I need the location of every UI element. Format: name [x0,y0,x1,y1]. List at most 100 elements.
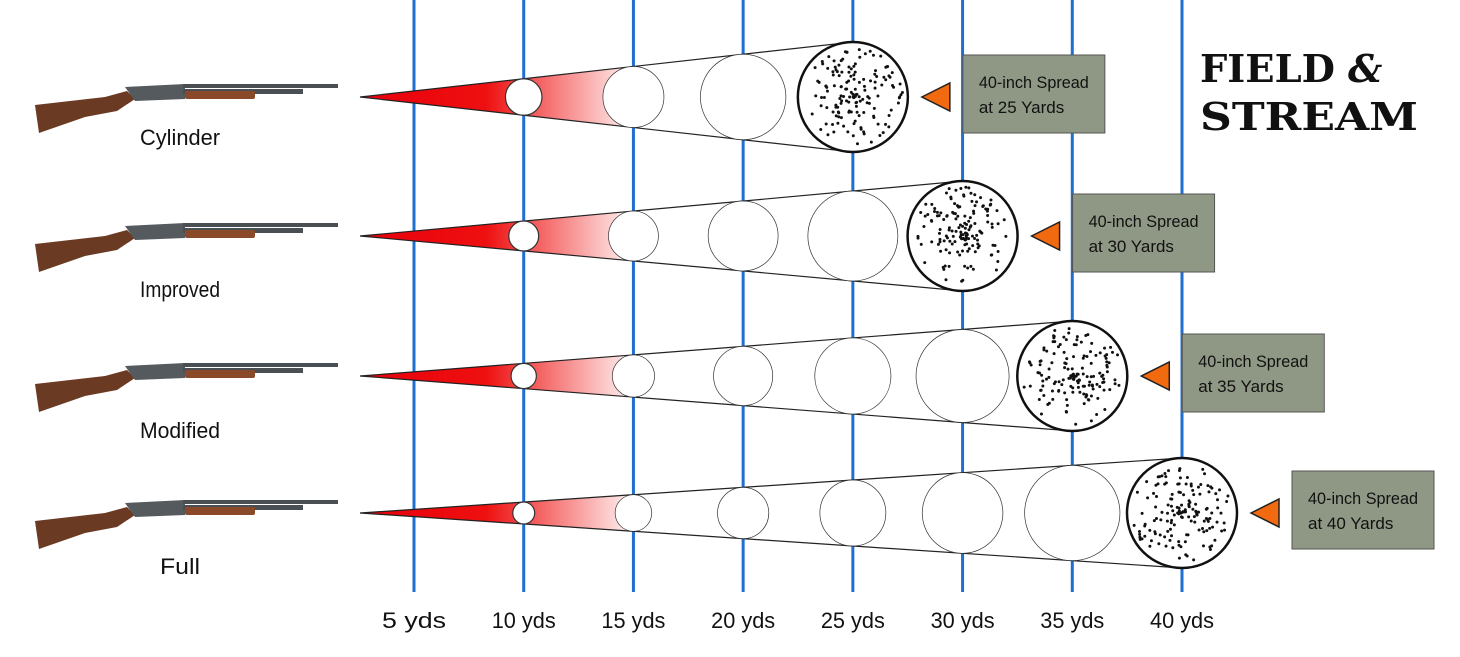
pellet-dot [943,264,947,268]
pellet-dot [874,69,878,73]
pellet-dot [1100,374,1104,378]
pellet-dot [814,94,818,98]
pellet-dot [1074,343,1078,347]
distance-tick-label: 30 yds [931,608,995,633]
pellet-dot [1210,486,1214,490]
pellet-dot [1002,218,1006,222]
pellet-dot [832,130,836,134]
pellet-dot [858,55,862,59]
pellet-dot [834,68,838,72]
pellet-dot [884,122,888,126]
pellet-dot [852,122,856,126]
pellet-dot [1064,362,1068,366]
pellet-dot [1104,356,1108,360]
pellet-dot [1214,492,1218,496]
pellet-dot [854,104,858,108]
pellet-dot [944,234,948,238]
pattern-circle-20-yds [707,200,779,272]
pellet-dot [954,217,958,221]
pellet-dot [887,114,891,118]
pellet-dot [1189,482,1193,486]
pellet-dot [846,130,850,134]
pellet-dot [951,234,955,238]
pellet-dot [1062,335,1066,339]
pellet-dot [924,202,928,206]
pellet-dot [820,96,824,100]
gun-receiver [125,363,185,380]
pellet-dot [953,212,957,216]
pellet-dot [986,214,990,218]
pellet-dot [996,259,1000,263]
pellet-dot [831,110,835,114]
pellet-dot [1163,535,1167,539]
pellet-dot [1171,546,1175,550]
pellet-dot [937,231,941,235]
gun-barrel [183,223,338,227]
pellet-dot [1107,361,1111,365]
pellet-dot [827,55,831,59]
pellet-dot [1182,493,1186,497]
pellet-dot [819,128,823,132]
spread-label-box [962,54,1106,134]
gun-receiver [125,500,185,517]
distance-tick-label: 40 yds [1150,608,1214,633]
pattern-circle-15-yds [608,210,659,262]
pellet-dot [853,70,857,74]
pellet-dot [852,95,856,99]
pellet-dot [1140,537,1144,541]
pattern-circle-20-yds [700,53,787,141]
pellet-dot [1076,385,1080,389]
pellet-dot [1169,521,1173,525]
pellet-dot [1195,513,1199,517]
pellet-dot [825,85,829,89]
pellet-dot [972,211,976,215]
pellet-dot [1050,389,1054,393]
pellet-dot [855,110,859,114]
pellet-dot [1047,367,1051,371]
pellet-dot [947,187,951,191]
gun-barrel [183,500,338,504]
pellet-dot [967,228,971,232]
spread-label-line2: at 35 Yards [1198,377,1283,396]
pellet-dot [849,74,853,78]
pellet-dot [1197,528,1201,532]
pellet-dot [1180,503,1184,507]
pellet-dot [852,64,856,68]
pellet-dot [884,65,888,69]
pellet-dot [1223,528,1227,532]
pellet-dot [942,239,946,243]
pellet-dot [863,52,867,56]
spread-label-line2: at 30 Yards [1089,237,1174,256]
pellet-dot [859,127,863,131]
pellet-dot [1089,394,1093,398]
pellet-dot [1037,398,1041,402]
pellet-dot [1168,538,1172,542]
pellet-dot [1064,410,1068,414]
pellet-dot [879,54,883,58]
pellet-dot [1057,380,1061,384]
pellet-dot [871,53,875,57]
pellet-dot [1089,350,1093,354]
pellet-dot [960,249,964,253]
pellet-dot [1199,483,1203,487]
pellet-dot [857,80,861,84]
pellet-dot [933,207,937,211]
pellet-dot [1148,528,1152,532]
spread-label-box [1291,470,1435,550]
pellet-dot [1192,558,1196,562]
pattern-circle-25-yds [814,337,892,415]
pellet-dot [1208,517,1212,521]
pointer-triangle-icon [920,81,951,113]
pellet-dot [1116,353,1120,357]
pellet-dot [1058,342,1062,346]
pellet-dot [869,79,873,83]
pellet-dot [1098,385,1102,389]
pellet-dot [969,264,973,268]
pellet-dot [1154,483,1158,487]
pellet-dot [819,104,823,108]
pellet-dot [1226,494,1230,498]
choke-row-full: 40-inch Spread at 40 Yards Full [35,456,1435,579]
pellet-dot [916,236,920,240]
pellet-dot [1138,532,1142,536]
pellet-dot [891,84,895,88]
